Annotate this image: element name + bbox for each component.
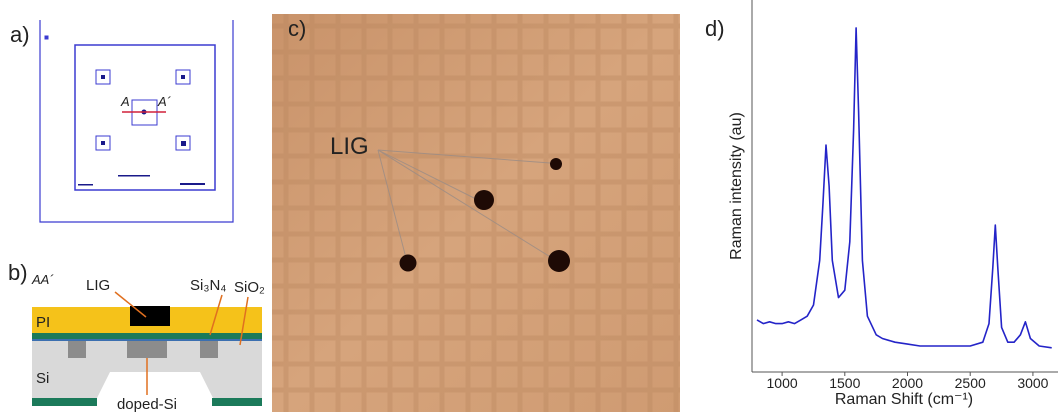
annotation: LIG [330, 133, 369, 160]
layer-label: PI [36, 314, 50, 331]
x-tick-label: 3000 [1017, 375, 1048, 391]
y-axis-title: Raman intensity (au) [728, 112, 745, 260]
x-tick-label: 2500 [955, 375, 986, 391]
panel-a [40, 20, 233, 222]
layer-label: Si₃N₄ [190, 277, 226, 294]
chart: Raman Shift (cm⁻¹) Raman intensity (au) … [728, 0, 1058, 408]
spectrum-line [757, 28, 1052, 348]
photo [272, 14, 680, 412]
layer-label: doped-Si [117, 396, 177, 412]
die-outline [40, 20, 233, 222]
x-axis-title: Raman Shift (cm⁻¹) [835, 391, 973, 408]
panel-label: a) [10, 22, 30, 47]
chip-outline [75, 45, 215, 190]
x-tick-label: 2000 [892, 375, 923, 391]
cross-section [32, 292, 262, 406]
layer-label: Si [36, 370, 49, 387]
section-marker: A´ [157, 94, 172, 109]
section-marker: A [120, 94, 130, 109]
layer-label: SiO₂ [234, 279, 265, 296]
panel-label: b) [8, 260, 28, 285]
panel-label: c) [288, 16, 306, 41]
marker [45, 36, 48, 39]
panel-label: d) [705, 16, 725, 41]
section-label: AA´ [31, 272, 54, 287]
figure: a) A A´ b) AA´ LIG Si₃N₄ SiO₂ PI Si dope… [0, 0, 1059, 412]
x-tick-label: 1000 [767, 375, 798, 391]
layer-label: LIG [86, 277, 110, 294]
x-tick-label: 1500 [829, 375, 860, 391]
